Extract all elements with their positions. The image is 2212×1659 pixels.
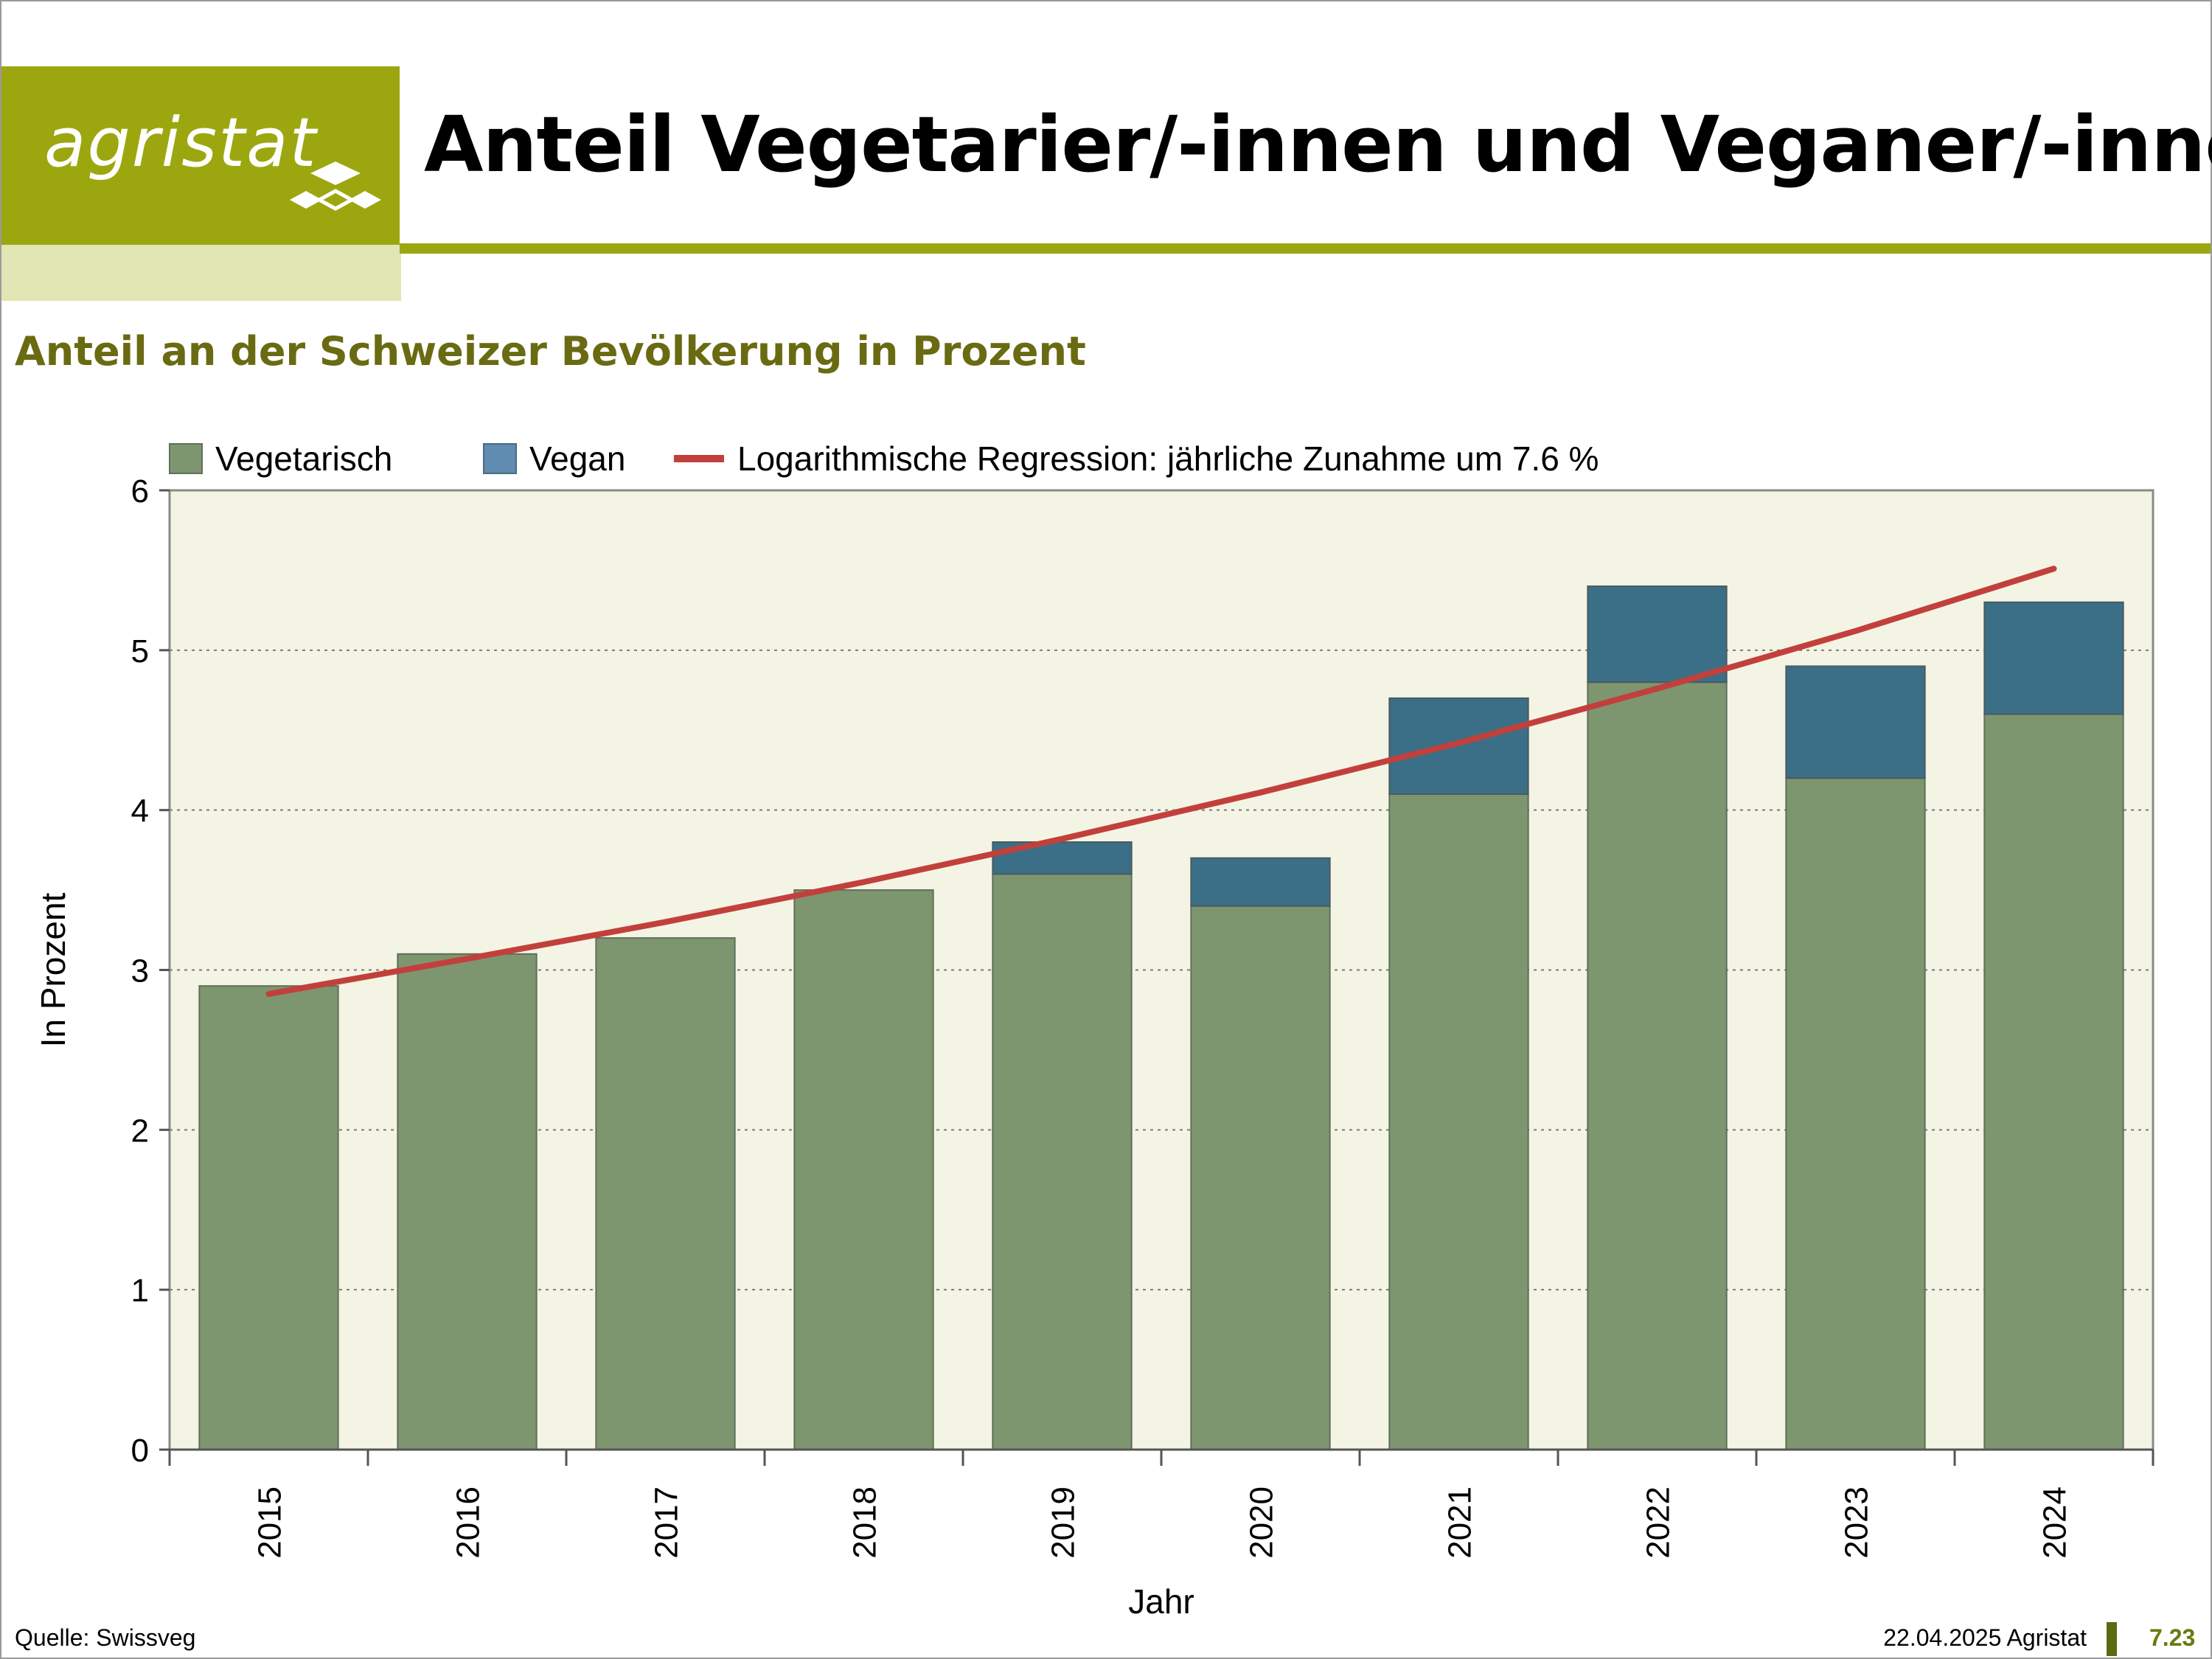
x-tick-label: 2023	[1839, 1486, 1875, 1559]
footer-bar	[2107, 1622, 2117, 1656]
bar-vegetarisch	[1983, 713, 2124, 1450]
x-tick-label: 2015	[252, 1486, 288, 1559]
legend-swatch-vegan	[483, 443, 517, 474]
bar-vegetarisch	[198, 985, 339, 1450]
y-tick-label: 2	[131, 1113, 149, 1149]
logo-diamond-icon	[290, 161, 381, 211]
bar-vegetarisch	[595, 937, 736, 1450]
page-title: Anteil Vegetarier/-innen und Veganer/-in…	[424, 100, 2212, 189]
x-axis-title: Jahr	[1128, 1582, 1194, 1621]
bar-vegetarisch	[1587, 681, 1728, 1451]
x-tick-label: 2019	[1046, 1486, 1082, 1559]
x-tick-label: 2016	[451, 1486, 487, 1559]
y-tick-label: 1	[131, 1273, 149, 1309]
y-tick-label: 6	[131, 473, 149, 509]
logo-underlay	[1, 245, 401, 301]
x-tick-label: 2018	[847, 1486, 883, 1559]
y-tick-label: 4	[131, 793, 149, 830]
bar-vegan	[1983, 601, 2124, 715]
chart-subtitle: Anteil an der Schweizer Bevölkerung in P…	[15, 328, 1086, 375]
x-tick-label: 2017	[649, 1486, 685, 1559]
legend-label-vegetarisch: Vegetarisch	[215, 439, 392, 478]
bar-vegetarisch	[1785, 777, 1926, 1451]
bar-vegan	[1785, 665, 1926, 779]
bar-vegetarisch	[992, 873, 1133, 1450]
agristat-logo	[1, 66, 400, 245]
x-tick-label: 2020	[1244, 1486, 1280, 1559]
bar-vegetarisch	[1190, 905, 1331, 1451]
bar-vegan	[1388, 697, 1529, 795]
x-tick-label: 2024	[2037, 1486, 2073, 1559]
x-tick-label: 2022	[1641, 1486, 1677, 1559]
bar-vegan	[1587, 585, 1728, 684]
legend-label-vegan: Vegan	[529, 439, 625, 478]
title-rule	[400, 243, 2211, 254]
date-publisher: 22.04.2025 Agristat	[1883, 1624, 2087, 1651]
logo-text: agristat	[44, 103, 318, 182]
y-tick-label: 3	[131, 953, 149, 990]
regression-line	[265, 566, 2057, 998]
x-tick-label: 2021	[1442, 1486, 1478, 1559]
page-number: 7.23	[2149, 1624, 2196, 1651]
source-note: Quelle: Swissveg	[15, 1624, 196, 1651]
legend-swatch-vegetarisch	[169, 443, 203, 474]
legend-label-regression: Logarithmische Regression: jährliche Zun…	[737, 439, 1599, 478]
y-tick-label: 5	[131, 633, 149, 669]
y-axis-title: In Prozent	[34, 892, 72, 1047]
bar-vegetarisch	[397, 953, 538, 1450]
bar-chart: 0 1 2 3 4 5 6 2015 2016 2017 2018 2019 2020 2021 2022 2…	[34, 439, 2154, 1621]
bar-vegetarisch	[793, 889, 934, 1451]
bar-vegetarisch	[1388, 793, 1529, 1450]
bar-vegan	[1190, 857, 1331, 907]
y-tick-label: 0	[131, 1433, 149, 1469]
